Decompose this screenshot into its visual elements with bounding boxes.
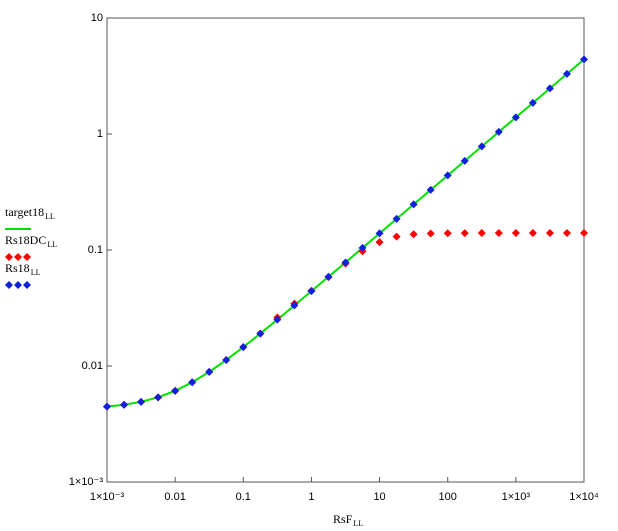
legend-label-sub: LL	[45, 212, 55, 221]
series-point	[409, 200, 418, 209]
series-point	[120, 400, 129, 409]
legend-label: target18	[5, 205, 44, 219]
series-point	[392, 232, 401, 241]
series-point	[239, 343, 248, 352]
series-point	[494, 127, 503, 136]
series-point	[392, 214, 401, 223]
series-point	[528, 229, 537, 238]
x-tick-label: 10	[373, 491, 385, 503]
legend-swatch	[23, 253, 31, 261]
series-point	[137, 397, 146, 406]
x-axis-label-sub: LL	[353, 519, 363, 528]
series-point	[324, 272, 333, 281]
plot-frame	[106, 17, 585, 483]
series-point	[341, 258, 350, 267]
legend-label-sub: LL	[31, 268, 41, 277]
series-point	[154, 393, 163, 402]
series-point	[426, 185, 435, 194]
series-point	[409, 230, 418, 239]
series-point	[528, 98, 537, 107]
legend-swatch	[5, 253, 13, 261]
series-point	[358, 243, 367, 252]
series-point	[256, 329, 265, 338]
x-tick-label: 1×10³	[502, 491, 531, 503]
x-tick-label: 0.1	[236, 491, 251, 503]
legend-label: Rs18DC	[5, 233, 46, 247]
series-point	[494, 229, 503, 238]
series-point	[562, 69, 571, 78]
series-point	[426, 229, 435, 238]
x-axis-label: RsF	[333, 512, 353, 526]
legend-label: Rs18	[5, 261, 30, 275]
y-tick-label: 0.01	[82, 360, 103, 372]
series-point	[477, 229, 486, 238]
series-point	[545, 84, 554, 93]
series-point	[477, 142, 486, 151]
y-tick-label: 1×10⁻³	[69, 476, 104, 488]
legend-label-sub: LL	[47, 240, 57, 249]
series-point	[222, 356, 231, 365]
series-point	[545, 229, 554, 238]
y-tick-label: 1	[97, 128, 103, 140]
series-point	[511, 229, 520, 238]
x-tick-label: 1×10⁴	[569, 491, 599, 503]
x-tick-label: 1×10⁻³	[90, 491, 125, 503]
series-point	[307, 287, 316, 296]
y-tick-label: 0.1	[88, 244, 103, 256]
legend-swatch	[23, 281, 31, 289]
x-tick-label: 1	[308, 491, 314, 503]
series-point	[375, 229, 384, 238]
y-tick-label: 10	[91, 12, 103, 24]
series-point	[205, 367, 214, 376]
legend-swatch	[14, 253, 22, 261]
legend-swatch	[14, 281, 22, 289]
x-tick-label: 0.01	[164, 491, 185, 503]
series-point	[443, 229, 452, 238]
series-point	[562, 229, 571, 238]
series-point	[580, 55, 588, 64]
series-point	[511, 113, 520, 122]
x-tick-label: 100	[439, 491, 457, 503]
legend-swatch	[5, 281, 13, 289]
series-point	[580, 229, 588, 238]
series-point	[460, 229, 469, 238]
series-point	[188, 378, 197, 387]
series-point	[460, 156, 469, 165]
series-point	[443, 171, 452, 180]
series-point	[171, 386, 180, 395]
series-point	[375, 238, 384, 247]
series-point	[103, 402, 111, 411]
series-point	[273, 315, 282, 324]
series-point	[290, 301, 299, 310]
